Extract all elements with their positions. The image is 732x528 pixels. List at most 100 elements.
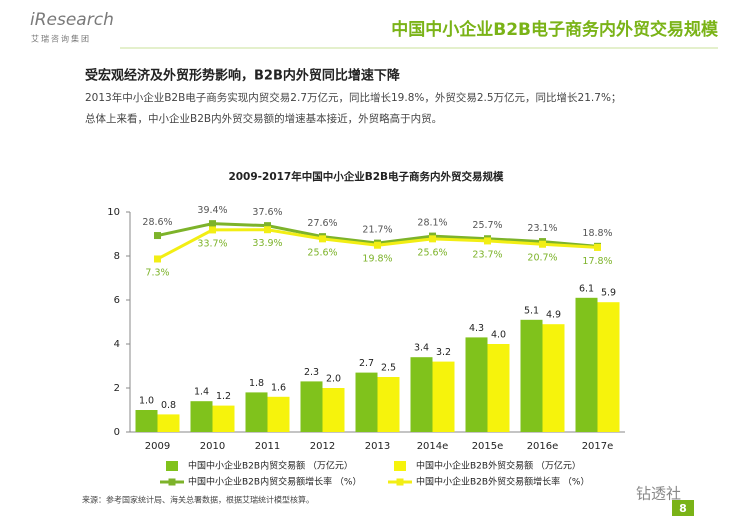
bar bbox=[190, 401, 213, 432]
legend-swatch bbox=[166, 461, 178, 471]
y-tick-label: 6 bbox=[114, 295, 120, 306]
bar bbox=[432, 361, 455, 432]
value-label: 25.6% bbox=[307, 247, 337, 258]
x-tick-label: 2010 bbox=[200, 441, 225, 452]
x-tick-label: 2013 bbox=[365, 441, 390, 452]
legend-marker bbox=[168, 478, 176, 486]
line-marker bbox=[209, 226, 216, 234]
line-marker bbox=[264, 226, 271, 234]
page-title: 中国中小企业B2B电子商务内外贸交易规模 bbox=[391, 19, 719, 40]
value-label: 23.1% bbox=[527, 223, 557, 234]
page-number-box bbox=[672, 500, 694, 516]
y-tick-label: 4 bbox=[114, 339, 120, 350]
x-tick-label: 2011 bbox=[255, 441, 280, 452]
value-label: 25.6% bbox=[417, 247, 447, 258]
legend-label: 中国中小企业B2B外贸交易额增长率 （%） bbox=[416, 476, 590, 488]
value-label: 5.1 bbox=[524, 305, 539, 316]
value-label: 1.6 bbox=[271, 382, 286, 393]
value-label: 33.9% bbox=[252, 238, 282, 249]
legend-marker bbox=[396, 478, 404, 486]
value-label: 17.8% bbox=[582, 256, 612, 267]
chart-title: 2009-2017年中国中小企业B2B电子商务内外贸交易规模 bbox=[228, 170, 504, 183]
line-marker bbox=[264, 222, 271, 230]
bar bbox=[245, 392, 268, 432]
line-marker bbox=[539, 240, 546, 248]
source: 来源：参考国家统计局、海关总署数据，根据艾瑞统计模型核算。 bbox=[82, 495, 314, 505]
x-tick-label: 2017e bbox=[582, 441, 614, 452]
bar bbox=[377, 377, 400, 432]
value-label: 6.1 bbox=[579, 283, 594, 294]
value-label: 33.7% bbox=[197, 238, 227, 249]
legend-label: 中国中小企业B2B内贸交易额 （万亿元） bbox=[188, 460, 353, 472]
bar bbox=[465, 337, 488, 432]
x-tick-label: 2009 bbox=[145, 441, 170, 452]
line-marker bbox=[374, 241, 381, 249]
subtitle: 受宏观经济及外贸形势影响，B2B内外贸同比增速下降 bbox=[85, 68, 401, 84]
line-marker bbox=[154, 232, 161, 240]
value-label: 3.2 bbox=[436, 347, 451, 358]
x-tick-label: 2014e bbox=[417, 441, 449, 452]
bar bbox=[597, 302, 620, 432]
value-label: 2.3 bbox=[304, 367, 319, 378]
value-label: 7.3% bbox=[145, 267, 169, 278]
value-label: 18.8% bbox=[582, 228, 612, 239]
value-label: 23.7% bbox=[472, 249, 502, 260]
bar bbox=[355, 372, 378, 432]
bar bbox=[520, 319, 543, 432]
logo: iResearch bbox=[30, 10, 114, 30]
watermark: 钻透社 bbox=[636, 485, 681, 503]
value-label: 28.6% bbox=[142, 217, 172, 228]
bar bbox=[410, 357, 433, 432]
value-label: 4.0 bbox=[491, 330, 506, 341]
x-tick-label: 2015e bbox=[472, 441, 504, 452]
x-tick-label: 2012 bbox=[310, 441, 335, 452]
value-label: 27.6% bbox=[307, 218, 337, 229]
y-tick-label: 8 bbox=[114, 251, 120, 262]
value-label: 0.8 bbox=[161, 400, 176, 411]
bar bbox=[212, 405, 235, 432]
value-label: 1.4 bbox=[194, 387, 209, 398]
line-marker bbox=[594, 243, 601, 251]
y-tick-label: 0 bbox=[114, 427, 120, 438]
value-label: 1.0 bbox=[139, 396, 154, 407]
bar bbox=[135, 410, 158, 432]
logo-sub: 艾瑞咨询集团 bbox=[31, 34, 91, 44]
y-tick-label: 2 bbox=[114, 383, 120, 394]
legend-swatch bbox=[394, 461, 406, 471]
bar bbox=[322, 388, 345, 432]
value-label: 5.9 bbox=[601, 288, 616, 299]
bar bbox=[300, 381, 323, 432]
value-label: 20.7% bbox=[527, 253, 557, 264]
value-label: 19.8% bbox=[362, 254, 392, 265]
line-marker bbox=[319, 235, 326, 243]
legend-label: 中国中小企业B2B外贸交易额 （万亿元） bbox=[416, 460, 581, 472]
bar bbox=[267, 396, 290, 432]
y-tick-label: 10 bbox=[107, 207, 120, 218]
line-marker bbox=[484, 237, 491, 245]
line-marker bbox=[209, 220, 216, 228]
value-label: 1.8 bbox=[249, 378, 264, 389]
x-tick-label: 2016e bbox=[527, 441, 559, 452]
line-marker bbox=[154, 255, 161, 263]
value-label: 2.7 bbox=[359, 358, 374, 369]
value-label: 25.7% bbox=[472, 220, 502, 231]
value-label: 37.6% bbox=[252, 207, 282, 218]
bar bbox=[157, 414, 180, 432]
value-label: 4.3 bbox=[469, 323, 484, 334]
line-marker bbox=[429, 235, 436, 243]
value-label: 39.4% bbox=[197, 205, 227, 216]
value-label: 4.9 bbox=[546, 310, 561, 321]
value-label: 3.4 bbox=[414, 343, 429, 354]
paragraph-line: 2013年中小企业B2B电子商务实现内贸交易2.7万亿元，同比增长19.8%，外… bbox=[85, 91, 621, 104]
value-label: 2.5 bbox=[381, 363, 396, 374]
page-number: 8 bbox=[679, 502, 687, 515]
bar bbox=[542, 324, 565, 432]
value-label: 28.1% bbox=[417, 218, 447, 229]
paragraph-line: 总体上来看，中小企业B2B内外贸交易额的增速基本接近，外贸略高于内贸。 bbox=[85, 112, 442, 125]
bar bbox=[575, 297, 598, 432]
value-label: 2.0 bbox=[326, 374, 341, 385]
bar bbox=[487, 344, 510, 432]
legend-label: 中国中小企业B2B内贸交易额增长率 （%） bbox=[188, 476, 362, 488]
